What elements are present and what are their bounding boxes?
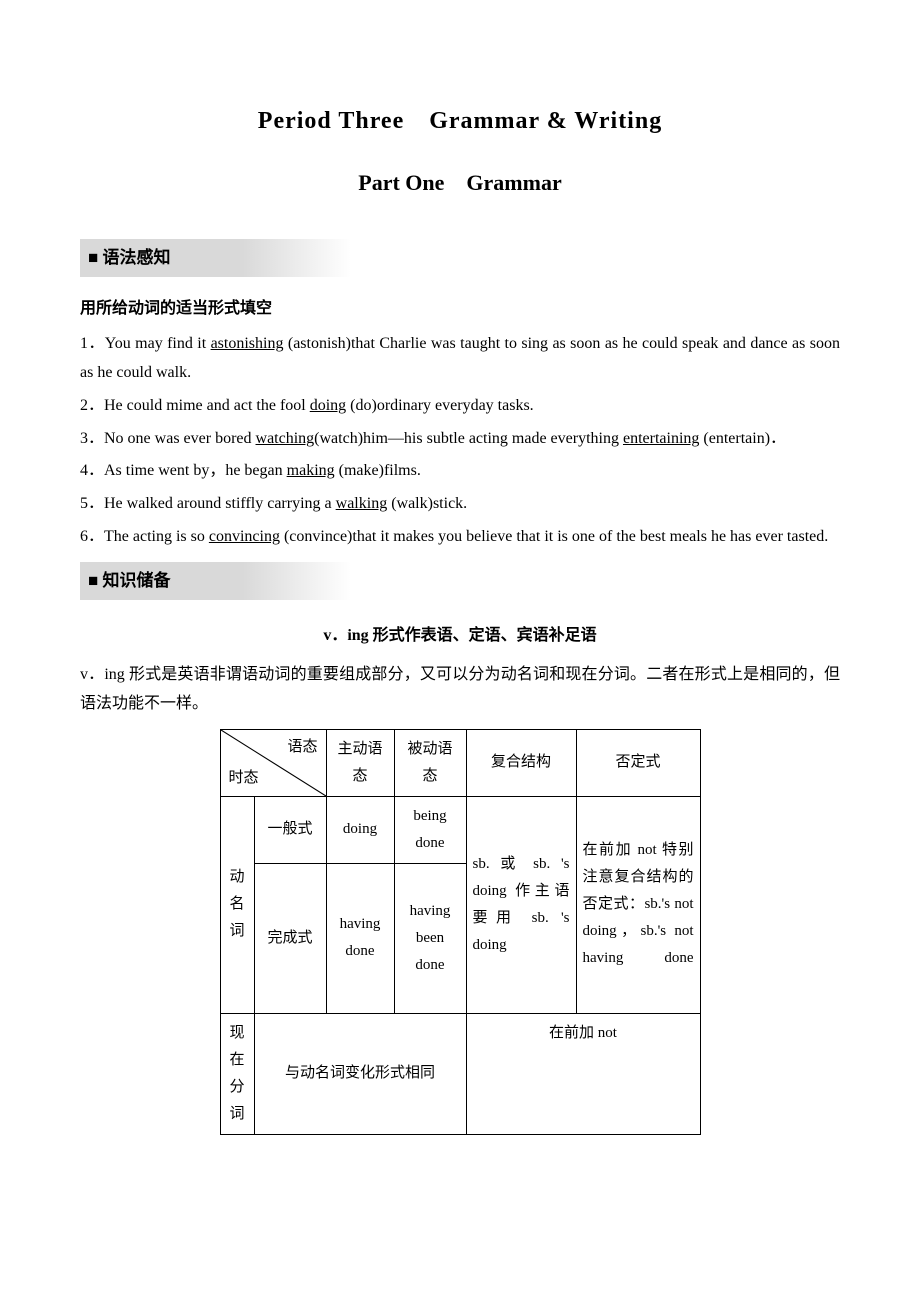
cell-compound-content: sb. 或 sb. 's doing 作主语要用 sb. 's doing (466, 796, 576, 1013)
col-negative: 否定式 (576, 729, 700, 796)
q3-post: (entertain)． (699, 430, 786, 447)
section-header-perception: ■ 语法感知 (80, 239, 351, 278)
q2-answer: doing (310, 397, 346, 414)
q1-pre: 1．You may find it (80, 335, 211, 352)
q4-pre: 4．As time went by，he began (80, 462, 287, 479)
grammar-table: 语态 时态 主动语态 被动语态 复合结构 否定式 动名词 一般式 doing b… (220, 729, 701, 1135)
exercise-item-3: 3．No one was ever bored watching(watch)h… (80, 425, 840, 454)
q3-answer-2: entertaining (623, 430, 699, 447)
q1-answer: astonishing (211, 335, 284, 352)
q6-pre: 6．The acting is so (80, 528, 209, 545)
row-participle-label: 现在分词 (220, 1013, 254, 1134)
col-active-voice: 主动语态 (326, 729, 394, 796)
q6-answer: convincing (209, 528, 280, 545)
exercise-item-4: 4．As time went by，he began making (make)… (80, 457, 840, 486)
table-row-gerund-general: 动名词 一般式 doing being done sb. 或 sb. 's do… (220, 796, 700, 863)
col-passive-voice: 被动语态 (394, 729, 466, 796)
cell-same-as-gerund: 与动名词变化形式相同 (254, 1013, 466, 1134)
row-perfect-label: 完成式 (254, 863, 326, 1013)
exercise-item-2: 2．He could mime and act the fool doing (… (80, 392, 840, 421)
table-header-row: 语态 时态 主动语态 被动语态 复合结构 否定式 (220, 729, 700, 796)
cell-having-been-done: having been done (394, 863, 466, 1013)
page-title-main: Period Three Grammar & Writing (80, 100, 840, 143)
cell-negative-content: 在前加 not 特别注意复合结构的否定式：sb.'s not doing，sb.… (576, 796, 700, 1013)
col-compound: 复合结构 (466, 729, 576, 796)
exercise-instruction: 用所给动词的适当形式填空 (80, 295, 840, 324)
cell-add-not: 在前加 not (466, 1013, 700, 1134)
q6-post: (convince)that it makes you believe that… (280, 528, 828, 545)
q3-mid: (watch)him—his subtle acting made everyt… (314, 430, 623, 447)
q5-answer: walking (336, 495, 388, 512)
grammar-heading: v．ing 形式作表语、定语、宾语补足语 (80, 622, 840, 651)
header-tense-label: 时态 (229, 765, 259, 792)
diagonal-header-cell: 语态 时态 (220, 729, 326, 796)
q5-pre: 5．He walked around stiffly carrying a (80, 495, 336, 512)
table-row-participle: 现在分词 与动名词变化形式相同 在前加 not (220, 1013, 700, 1134)
header-voice-label: 语态 (287, 734, 317, 761)
q3-answer-1: watching (256, 430, 315, 447)
page-title-sub: Part One Grammar (80, 163, 840, 203)
exercise-item-5: 5．He walked around stiffly carrying a wa… (80, 490, 840, 519)
row-gerund-label: 动名词 (220, 796, 254, 1013)
cell-doing: doing (326, 796, 394, 863)
exercise-item-1: 1．You may find it astonishing (astonish)… (80, 330, 840, 388)
q4-answer: making (287, 462, 335, 479)
grammar-intro: v．ing 形式是英语非谓语动词的重要组成部分，又可以分为动名词和现在分词。二者… (80, 661, 840, 719)
row-general-label: 一般式 (254, 796, 326, 863)
q2-pre: 2．He could mime and act the fool (80, 397, 310, 414)
cell-having-done: having done (326, 863, 394, 1013)
section-header-knowledge: ■ 知识储备 (80, 562, 351, 601)
q3-pre: 3．No one was ever bored (80, 430, 256, 447)
q5-post: (walk)stick. (387, 495, 467, 512)
q4-post: (make)films. (335, 462, 421, 479)
cell-being-done: being done (394, 796, 466, 863)
q2-post: (do)ordinary everyday tasks. (346, 397, 534, 414)
exercise-item-6: 6．The acting is so convincing (convince)… (80, 523, 840, 552)
